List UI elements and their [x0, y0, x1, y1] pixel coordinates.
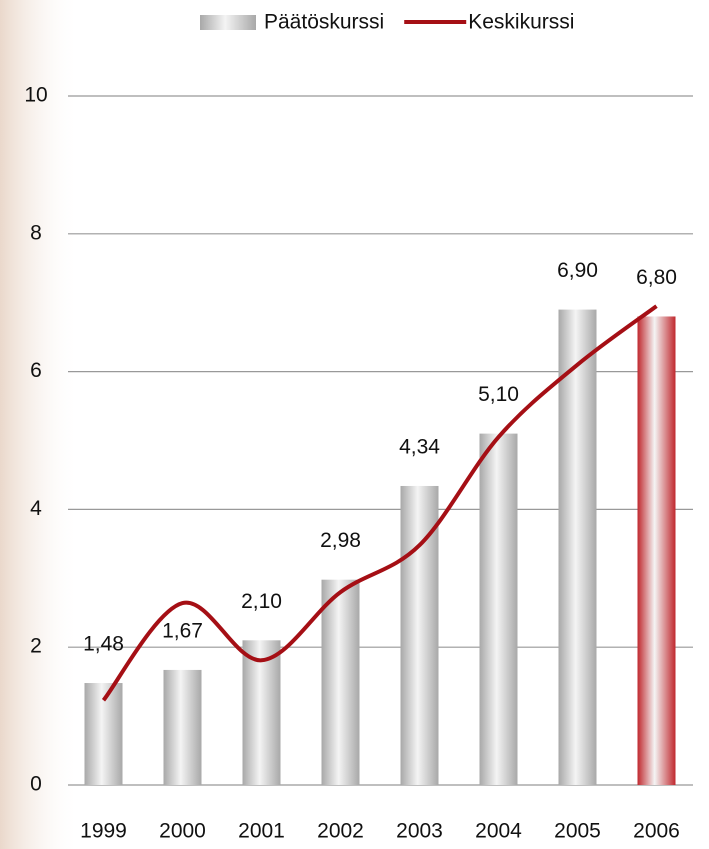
x-tick-label: 1999: [80, 820, 127, 843]
x-tick-label: 2002: [317, 820, 364, 843]
y-tick-label: 2: [30, 635, 42, 658]
legend-label: Päätöskurssi: [264, 11, 384, 34]
x-tick-label: 2004: [475, 820, 522, 843]
y-tick-label: 4: [30, 497, 42, 520]
bar: [479, 433, 518, 785]
bar: [163, 669, 202, 785]
legend-label: Keskikurssi: [468, 11, 574, 34]
bar: [242, 640, 281, 785]
value-label: 4,34: [399, 436, 440, 459]
x-tick-label: 2001: [238, 820, 285, 843]
value-label: 1,48: [83, 633, 124, 656]
background-fade: [0, 0, 80, 849]
bar: [558, 309, 597, 785]
value-label: 5,10: [478, 383, 519, 406]
bar: [400, 485, 439, 785]
value-label: 2,10: [241, 590, 282, 613]
bar: [637, 316, 676, 785]
y-tick-label: 0: [30, 773, 42, 796]
value-label: 2,98: [320, 529, 361, 552]
bar: [321, 579, 360, 785]
x-tick-label: 2000: [159, 820, 206, 843]
x-tick-label: 2003: [396, 820, 443, 843]
value-label: 6,90: [557, 259, 598, 282]
y-tick-label: 8: [30, 221, 42, 244]
y-tick-label: 6: [30, 359, 42, 382]
value-label: 6,80: [636, 266, 677, 289]
legend-swatch: [200, 15, 256, 30]
y-tick-label: 10: [24, 84, 47, 107]
value-label: 1,67: [162, 619, 203, 642]
x-tick-label: 2005: [554, 820, 601, 843]
x-tick-label: 2006: [633, 820, 680, 843]
line: [101, 304, 658, 702]
